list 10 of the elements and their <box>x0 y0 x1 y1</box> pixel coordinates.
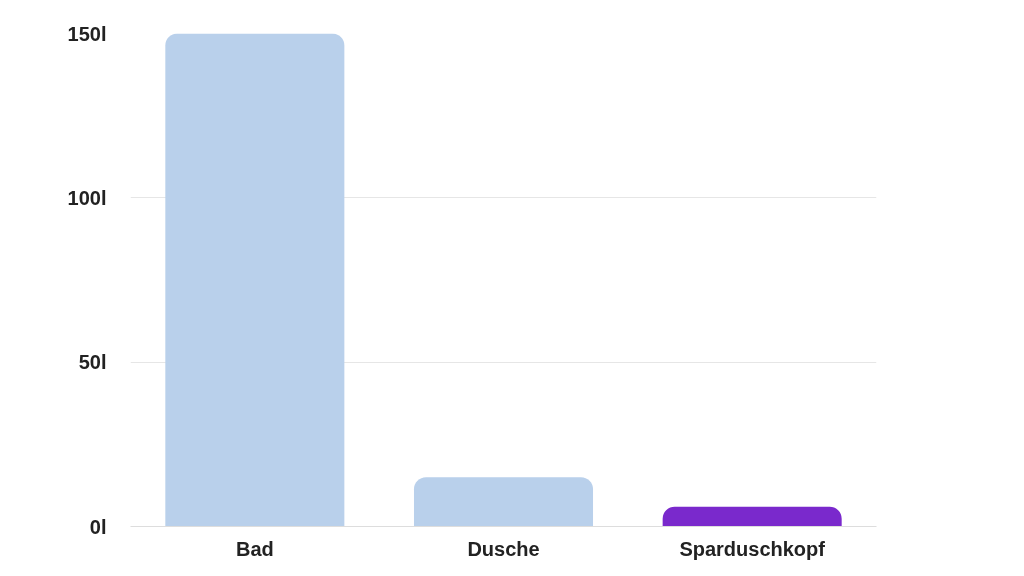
y-tick-label: 50l <box>78 351 107 374</box>
y-tick-label: 100l <box>67 186 107 209</box>
bar <box>165 33 345 527</box>
bar <box>413 477 594 527</box>
y-tick-label: 150l <box>67 22 107 45</box>
x-tick-label: Sparduschkopf <box>679 537 826 560</box>
x-tick-label: Bad <box>235 537 274 560</box>
x-tick-label: Dusche <box>467 537 540 560</box>
y-tick-label: 0l <box>89 515 107 538</box>
bar <box>662 506 842 527</box>
